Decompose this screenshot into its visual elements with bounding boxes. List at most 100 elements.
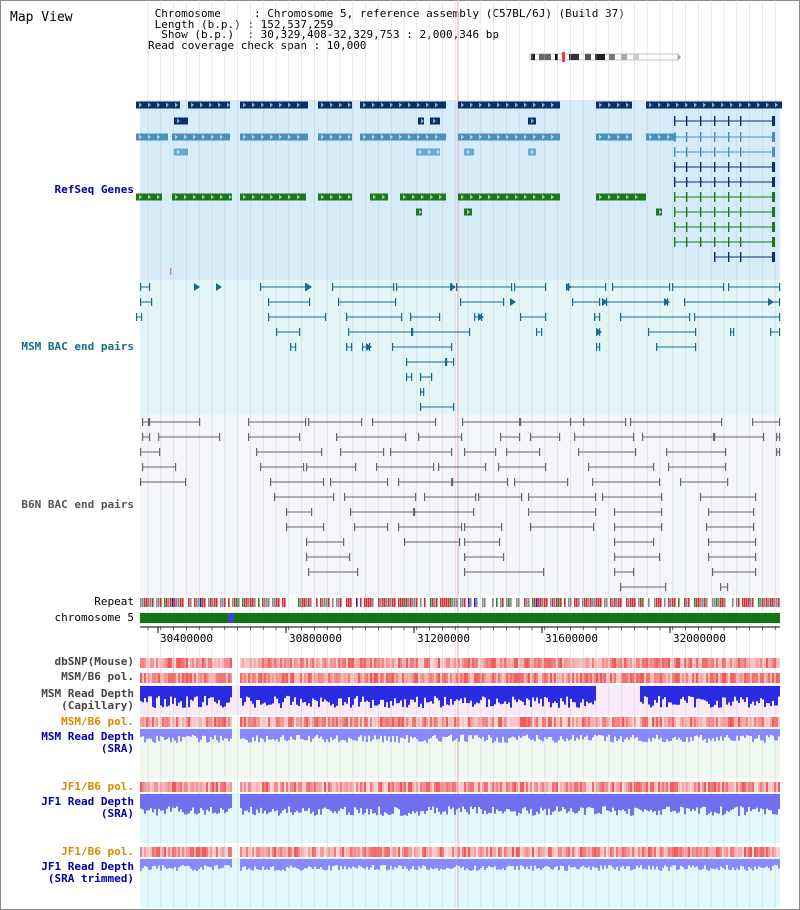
read-depth-bar — [592, 729, 594, 738]
gene-strand-arrow — [551, 102, 554, 108]
read-depth-bar — [742, 794, 744, 808]
polymorphism-density — [648, 847, 650, 857]
polymorphism-density — [778, 847, 780, 857]
gene-strand-arrow — [243, 134, 246, 140]
read-depth-bar — [486, 794, 488, 815]
gene-exon — [714, 237, 716, 247]
read-depth-bar — [402, 729, 404, 738]
track-label-refseq-genes[interactable]: RefSeq Genes — [54, 183, 134, 196]
polymorphism-density — [460, 658, 462, 668]
read-depth-bar — [728, 729, 730, 738]
track-label-jf1-read-depth-sra[interactable]: JF1 Read Depth (SRA) — [41, 795, 134, 820]
track-label-jf1-b6-pol-2[interactable]: JF1/B6 pol. — [61, 845, 134, 858]
polymorphism-density — [682, 847, 684, 857]
polymorphism-density — [176, 847, 178, 857]
read-depth-bar — [174, 686, 176, 698]
read-depth-bar — [694, 686, 696, 708]
polymorphism-density — [768, 847, 770, 857]
read-depth-bar — [384, 794, 386, 813]
gene-exon — [674, 116, 676, 126]
track-label-msm-b6-pol[interactable]: MSM/B6 pol. — [61, 670, 134, 683]
read-depth-bar — [290, 686, 292, 705]
polymorphism-density — [164, 673, 166, 683]
track-label-b6n-bac-end-pairs[interactable]: B6N BAC end pairs — [21, 498, 134, 511]
polymorphism-density — [220, 658, 222, 668]
read-depth-bar — [750, 859, 752, 869]
repeat-element — [492, 598, 494, 607]
polymorphism-density — [260, 673, 262, 683]
read-depth-bar — [722, 794, 724, 816]
read-depth-bar — [340, 686, 342, 699]
read-depth-bar — [458, 729, 460, 742]
polymorphism-density — [396, 717, 398, 727]
read-depth-bar — [744, 859, 746, 870]
polymorphism-density — [170, 717, 172, 727]
gene-exon — [686, 222, 688, 232]
read-depth-bar — [556, 686, 558, 703]
polymorphism-density — [708, 673, 710, 683]
read-depth-bar — [518, 729, 520, 736]
polymorphism-density — [660, 847, 662, 857]
read-depth-bar — [474, 686, 476, 705]
read-depth-bar — [590, 859, 592, 870]
read-depth-bar — [594, 729, 596, 735]
read-depth-bar — [720, 794, 722, 807]
polymorphism-density — [302, 658, 304, 668]
read-depth-bar — [356, 729, 358, 741]
polymorphism-density — [200, 717, 202, 727]
repeat-element — [718, 598, 720, 607]
read-depth-bar — [418, 686, 420, 707]
read-depth-bar — [636, 859, 638, 866]
polymorphism-density — [490, 673, 492, 683]
polymorphism-density — [622, 847, 624, 857]
read-depth-bar — [166, 729, 168, 739]
track-label-msm-read-depth-sra[interactable]: MSM Read Depth (SRA) — [41, 730, 134, 755]
polymorphism-density — [704, 847, 706, 857]
read-depth-bar — [508, 686, 510, 703]
read-depth-bar — [718, 794, 720, 814]
polymorphism-density — [286, 717, 288, 727]
polymorphism-density — [360, 717, 362, 727]
track-label-jf1-read-depth-sra-trimmed[interactable]: JF1 Read Depth (SRA trimmed) — [41, 860, 134, 885]
polymorphism-density — [570, 673, 572, 683]
polymorphism-density — [636, 673, 638, 683]
repeat-element — [606, 598, 608, 607]
polymorphism-density — [280, 782, 282, 792]
msm-bac-pair-end — [779, 328, 781, 336]
polymorphism-density — [260, 782, 262, 792]
track-label-msm-b6-pol-2[interactable]: MSM/B6 pol. — [61, 715, 134, 728]
track-label-repeat[interactable]: Repeat — [94, 595, 134, 608]
track-label-chromosome[interactable]: chromosome 5 — [54, 611, 134, 624]
polymorphism-density — [260, 847, 262, 857]
polymorphism-density — [316, 717, 318, 727]
polymorphism-density — [376, 673, 378, 683]
msm-bac-pair-end — [136, 313, 138, 321]
polymorphism-density — [682, 658, 684, 668]
polymorphism-density — [434, 717, 436, 727]
polymorphism-density — [162, 658, 164, 668]
repeat-element — [712, 598, 714, 607]
track-label-msm-bac-end-pairs[interactable]: MSM BAC end pairs — [21, 340, 134, 353]
msm-bac-pair-end — [446, 358, 448, 366]
track-label-jf1-b6-pol[interactable]: JF1/B6 pol. — [61, 780, 134, 793]
repeat-element — [574, 598, 576, 607]
track-label-dbsnp[interactable]: dbSNP(Mouse) — [54, 655, 134, 668]
read-depth-bar — [398, 686, 400, 703]
polymorphism-density — [730, 658, 732, 668]
b6n-bac-pair-end — [274, 493, 276, 501]
polymorphism-density — [520, 673, 522, 683]
read-depth-bar — [168, 794, 170, 807]
polymorphism-density — [370, 658, 372, 668]
b6n-bac-pair-end — [779, 433, 781, 441]
polymorphism-density — [370, 673, 372, 683]
read-depth-bar — [322, 794, 324, 809]
polymorphism-density — [706, 673, 708, 683]
gene-exon — [740, 207, 742, 217]
polymorphism-density — [340, 717, 342, 727]
track-label-msm-read-depth-capillary[interactable]: MSM Read Depth (Capillary) — [41, 687, 134, 712]
polymorphism-density — [286, 673, 288, 683]
polymorphism-density — [684, 658, 686, 668]
read-depth-bar — [240, 859, 242, 871]
gene-strand-arrow — [202, 134, 205, 140]
